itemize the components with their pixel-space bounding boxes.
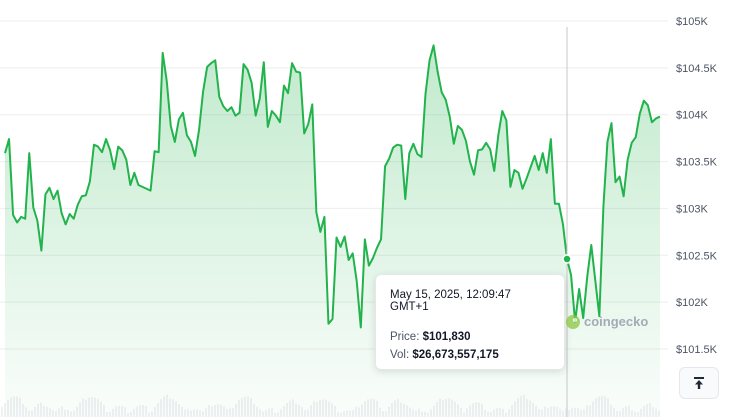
tooltip-vol-label: Vol: [390,349,410,361]
y-tick-label: $105K [676,16,708,28]
arrow-up-icon [694,377,704,389]
volume-bar [1,407,3,417]
tooltip-price: Price: $101,830 [390,331,550,343]
y-tick-label: $103.5K [676,157,718,169]
y-tick-label: $104K [676,110,708,122]
price-line [4,44,661,329]
y-tick-label: $102.5K [676,250,718,262]
gecko-logo-icon [566,314,580,329]
tooltip-date: May 15, 2025, 12:09:47 GMT+1 [390,289,511,313]
y-tick-label: $101.5K [676,344,718,356]
tooltip-vol-value: $26,673,557,175 [412,349,499,361]
tooltip-price-label: Price: [390,331,420,343]
scroll-top-button[interactable] [679,367,719,399]
y-tick-label: $104.5K [676,63,718,75]
y-tick-label: $102K [676,297,708,309]
chart-tooltip: May 15, 2025, 12:09:47 GMT+1 Price: $101… [375,274,565,370]
y-tick-label: $103K [676,203,708,215]
watermark-text: coingecko [584,314,649,329]
y-axis: $105K $104.5K $104K $103.5K $103K $102.5K $102… [676,16,718,356]
hover-point [562,254,572,264]
coingecko-watermark: coingecko [566,314,648,329]
tooltip-price-value: $101,830 [422,331,471,343]
tooltip-volume: Vol: $26,673,557,175 [390,349,550,361]
